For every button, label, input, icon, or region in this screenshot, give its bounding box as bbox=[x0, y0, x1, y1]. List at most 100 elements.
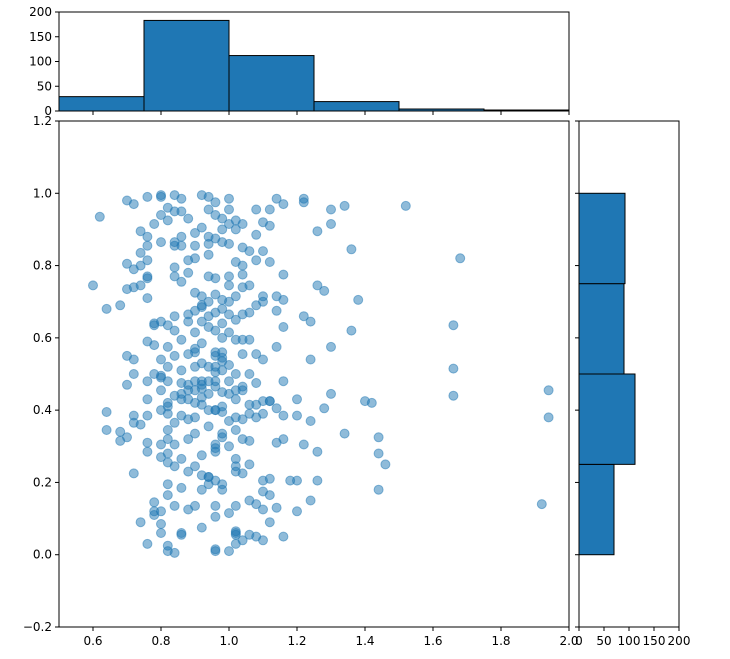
scatter-point bbox=[339, 200, 350, 211]
scatter-point bbox=[156, 528, 166, 538]
scatter-point bbox=[278, 294, 289, 305]
scatter-point bbox=[230, 500, 241, 511]
scatter-point bbox=[326, 219, 336, 229]
y-tick-label: 1.0 bbox=[33, 186, 52, 200]
scatter-point bbox=[319, 285, 330, 296]
scatter-point bbox=[101, 303, 112, 314]
scatter-point bbox=[162, 361, 173, 372]
scatter-point bbox=[162, 425, 173, 435]
scatter-point bbox=[251, 499, 262, 510]
right-x-tick-label: 0 bbox=[575, 634, 583, 648]
scatter-point bbox=[448, 390, 459, 401]
scatter-point bbox=[156, 191, 166, 202]
scatter-point bbox=[244, 435, 255, 446]
scatter-point bbox=[128, 199, 139, 210]
scatter-point bbox=[292, 394, 302, 405]
scatter-point bbox=[264, 473, 275, 484]
scatter-point bbox=[258, 296, 268, 307]
scatter-point bbox=[326, 341, 336, 352]
scatter-point bbox=[149, 340, 160, 351]
scatter-point bbox=[176, 453, 187, 464]
scatter-point bbox=[312, 446, 323, 457]
scatter-point bbox=[448, 320, 459, 331]
scatter-point bbox=[217, 432, 228, 443]
scatter-point bbox=[196, 338, 207, 349]
scatter-point bbox=[135, 517, 146, 528]
scatter-point bbox=[278, 269, 289, 280]
scatter-point bbox=[162, 479, 173, 490]
scatter-point bbox=[298, 197, 309, 208]
top-y-tick-label: 100 bbox=[29, 55, 52, 69]
scatter-point bbox=[142, 538, 153, 549]
scatter-point bbox=[237, 219, 248, 229]
scatter-point bbox=[251, 349, 262, 360]
scatter-point bbox=[217, 484, 228, 495]
scatter-point bbox=[305, 495, 316, 506]
scatter-point bbox=[298, 311, 309, 322]
y-tick-label: 0.2 bbox=[33, 475, 52, 489]
y-tick-label: 1.2 bbox=[33, 114, 52, 128]
scatter-point bbox=[190, 347, 200, 358]
scatter-point bbox=[122, 432, 132, 443]
scatter-point bbox=[142, 240, 153, 251]
scatter-point bbox=[169, 262, 180, 273]
scatter-point bbox=[319, 403, 330, 414]
scatter-point bbox=[176, 276, 187, 287]
scatter-point bbox=[244, 246, 255, 257]
x-tick-label: 2.0 bbox=[559, 634, 578, 648]
scatter-point bbox=[210, 511, 221, 522]
scatter-point bbox=[278, 434, 289, 445]
scatter-point bbox=[237, 535, 248, 546]
scatter-frame bbox=[58, 120, 570, 628]
scatter-point bbox=[224, 193, 234, 204]
scatter-point bbox=[115, 300, 126, 311]
scatter-point bbox=[251, 204, 262, 215]
scatter-point bbox=[224, 238, 234, 249]
scatter-point bbox=[94, 211, 105, 222]
right-histogram: 0 50 100 150 200 bbox=[575, 120, 690, 648]
scatter-point bbox=[230, 369, 241, 379]
scatter-point bbox=[149, 219, 160, 229]
scatter-point bbox=[210, 381, 221, 392]
scatter-point bbox=[224, 327, 234, 338]
scatter-point bbox=[162, 448, 173, 459]
scatter-point bbox=[203, 204, 214, 215]
x-tick-label: 0.6 bbox=[83, 634, 102, 648]
scatter-point bbox=[162, 215, 173, 226]
scatter-point bbox=[271, 305, 282, 316]
scatter-point bbox=[292, 475, 302, 486]
scatter-point bbox=[142, 394, 153, 405]
scatter-point bbox=[237, 349, 248, 360]
scatter-point bbox=[264, 220, 275, 231]
scatter-point bbox=[190, 253, 200, 264]
right-x-tick-label: 100 bbox=[618, 634, 641, 648]
scatter-point bbox=[230, 314, 241, 325]
scatter-point bbox=[190, 240, 200, 251]
top-y-tick-label: 150 bbox=[29, 30, 52, 44]
scatter-point bbox=[237, 414, 248, 425]
scatter-point bbox=[312, 226, 323, 237]
scatter-point bbox=[224, 376, 234, 387]
scatter-point bbox=[217, 332, 228, 343]
scatter-point bbox=[169, 547, 180, 558]
right-x-tick-label: 150 bbox=[643, 634, 666, 648]
scatter-point bbox=[251, 229, 262, 240]
scatter-point bbox=[210, 273, 221, 284]
scatter-point bbox=[142, 273, 153, 284]
scatter-point bbox=[176, 240, 187, 251]
scatter-point bbox=[305, 316, 316, 327]
right-histogram-bar bbox=[578, 192, 626, 285]
scatter-point bbox=[298, 439, 309, 450]
scatter-point bbox=[353, 294, 364, 305]
scatter-point bbox=[224, 296, 234, 307]
scatter-point bbox=[230, 224, 241, 235]
scatter-point bbox=[264, 517, 275, 528]
scatter-point bbox=[244, 459, 255, 470]
scatter-point bbox=[305, 416, 316, 426]
scatter-point bbox=[162, 490, 173, 501]
scatter-point bbox=[210, 289, 221, 300]
scatter-point bbox=[217, 318, 228, 329]
scatter-point bbox=[217, 365, 228, 376]
scatter-point bbox=[176, 206, 187, 217]
